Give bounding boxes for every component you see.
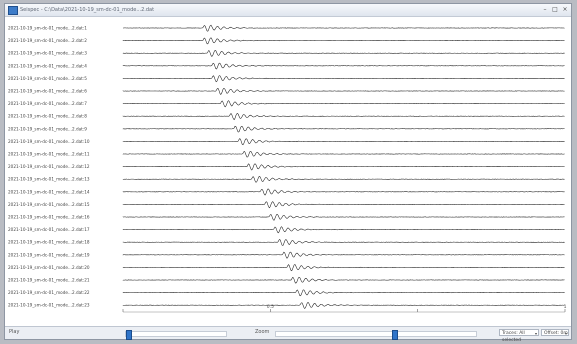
scroll-track[interactable] bbox=[125, 330, 227, 340]
trace-row[interactable]: 2021-10-19_sm-dc-01_mode...2.dat:12 bbox=[8, 163, 565, 171]
zoom-track[interactable] bbox=[275, 330, 477, 340]
app-window: Seispec - C:\Data\2021-10-19_sm-dc-01_mo… bbox=[4, 3, 572, 343]
minimize-button[interactable]: – bbox=[543, 6, 547, 13]
axis-tick-label: 0.5 bbox=[267, 304, 274, 310]
window-title: Seispec - C:\Data\2021-10-19_sm-dc-01_mo… bbox=[20, 7, 155, 13]
trace-waveform bbox=[122, 289, 565, 297]
trace-label: 2021-10-19_sm-dc-01_mode...2.dat:22 bbox=[8, 290, 90, 295]
trace-row[interactable]: 2021-10-19_sm-dc-01_mode...2.dat:15 bbox=[8, 201, 565, 209]
app-icon bbox=[8, 6, 18, 15]
scroll-thumb[interactable] bbox=[126, 330, 132, 340]
trace-row[interactable]: 2021-10-19_sm-dc-01_mode...2.dat:18 bbox=[8, 239, 565, 246]
trace-row[interactable]: 2021-10-19_sm-dc-01_mode...2.dat:4 bbox=[8, 62, 565, 70]
trace-waveform bbox=[122, 251, 565, 259]
trace-row[interactable]: 2021-10-19_sm-dc-01_mode...2.dat:17 bbox=[8, 226, 565, 234]
trace-label: 2021-10-19_sm-dc-01_mode...2.dat:7 bbox=[8, 101, 87, 106]
trace-waveform bbox=[122, 50, 565, 57]
status-left-text: Play bbox=[9, 329, 20, 335]
trace-label: 2021-10-19_sm-dc-01_mode...2.dat:18 bbox=[8, 240, 90, 245]
trace-waveform bbox=[122, 188, 565, 196]
chevron-down-icon: ▾ bbox=[534, 331, 537, 336]
maximize-button[interactable]: □ bbox=[552, 6, 558, 13]
trace-label: 2021-10-19_sm-dc-01_mode...2.dat:14 bbox=[8, 189, 90, 194]
seismic-trace-panel[interactable]: 2021-10-19_sm-dc-01_mode...2.dat:1 2021-1… bbox=[5, 16, 571, 316]
trace-waveform bbox=[122, 138, 565, 146]
traces-combo-value: Traces: All selected bbox=[502, 331, 525, 343]
trace-row[interactable]: 2021-10-19_sm-dc-01_mode...2.dat:20 bbox=[8, 264, 565, 272]
trace-waveform bbox=[122, 100, 565, 108]
zoom-label: Zoom bbox=[255, 329, 270, 335]
trace-label: 2021-10-19_sm-dc-01_mode...2.dat:15 bbox=[8, 202, 90, 207]
trace-label: 2021-10-19_sm-dc-01_mode...2.dat:3 bbox=[8, 51, 87, 56]
trace-label: 2021-10-19_sm-dc-01_mode...2.dat:9 bbox=[8, 126, 87, 131]
trace-waveform bbox=[122, 213, 565, 221]
trace-waveform bbox=[122, 239, 565, 246]
trace-waveform bbox=[122, 112, 565, 121]
trace-row[interactable]: 2021-10-19_sm-dc-01_mode...2.dat:22 bbox=[8, 289, 565, 297]
trace-label: 2021-10-19_sm-dc-01_mode...2.dat:1 bbox=[8, 26, 87, 31]
trace-row[interactable]: 2021-10-19_sm-dc-01_mode...2.dat:16 bbox=[8, 213, 565, 221]
trace-row[interactable]: 2021-10-19_sm-dc-01_mode...2.dat:10 bbox=[8, 138, 565, 146]
status-bar: Play Zoom Traces: All selected ▾ Offset: … bbox=[5, 326, 571, 343]
chevron-down-icon: ▾ bbox=[564, 331, 567, 336]
trace-row[interactable]: 2021-10-19_sm-dc-01_mode...2.dat:7 bbox=[8, 100, 565, 108]
trace-row[interactable]: 2021-10-19_sm-dc-01_mode...2.dat:14 bbox=[8, 188, 565, 196]
trace-label: 2021-10-19_sm-dc-01_mode...2.dat:6 bbox=[8, 89, 87, 94]
offset-combo-value: Offset: 0m bbox=[544, 331, 568, 336]
trace-row[interactable]: 2021-10-19_sm-dc-01_mode...2.dat:6 bbox=[8, 88, 565, 95]
trace-waveform bbox=[122, 37, 565, 45]
trace-row[interactable]: 2021-10-19_sm-dc-01_mode...2.dat:9 bbox=[8, 125, 565, 133]
trace-waveform bbox=[122, 176, 565, 183]
trace-label: 2021-10-19_sm-dc-01_mode...2.dat:2 bbox=[8, 38, 87, 43]
trace-label: 2021-10-19_sm-dc-01_mode...2.dat:8 bbox=[8, 114, 87, 119]
trace-label: 2021-10-19_sm-dc-01_mode...2.dat:17 bbox=[8, 227, 90, 232]
trace-row[interactable]: 2021-10-19_sm-dc-01_mode...2.dat:23 bbox=[8, 302, 565, 309]
trace-row[interactable]: 2021-10-19_sm-dc-01_mode...2.dat:21 bbox=[8, 276, 565, 284]
close-button[interactable]: × bbox=[562, 6, 568, 13]
trace-label: 2021-10-19_sm-dc-01_mode...2.dat:19 bbox=[8, 252, 90, 257]
trace-label: 2021-10-19_sm-dc-01_mode...2.dat:5 bbox=[8, 76, 87, 81]
trace-label: 2021-10-19_sm-dc-01_mode...2.dat:13 bbox=[8, 177, 90, 182]
trace-row[interactable]: 2021-10-19_sm-dc-01_mode...2.dat:19 bbox=[8, 251, 565, 259]
zoom-thumb[interactable] bbox=[392, 330, 399, 340]
trace-waveform bbox=[122, 62, 565, 70]
trace-label: 2021-10-19_sm-dc-01_mode...2.dat:16 bbox=[8, 215, 90, 220]
trace-label: 2021-10-19_sm-dc-01_mode...2.dat:10 bbox=[8, 139, 90, 144]
trace-waveform bbox=[122, 150, 565, 158]
trace-waveform bbox=[122, 24, 565, 32]
trace-row[interactable]: 2021-10-19_sm-dc-01_mode...2.dat:1 bbox=[8, 24, 565, 32]
trace-row[interactable]: 2021-10-19_sm-dc-01_mode...2.dat:13 bbox=[8, 176, 565, 183]
axis-tick-label: 1 bbox=[564, 304, 567, 310]
trace-label: 2021-10-19_sm-dc-01_mode...2.dat:4 bbox=[8, 63, 87, 68]
trace-row[interactable]: 2021-10-19_sm-dc-01_mode...2.dat:8 bbox=[8, 112, 565, 121]
trace-label: 2021-10-19_sm-dc-01_mode...2.dat:12 bbox=[8, 164, 90, 169]
trace-label: 2021-10-19_sm-dc-01_mode...2.dat:23 bbox=[8, 303, 90, 308]
trace-row[interactable]: 2021-10-19_sm-dc-01_mode...2.dat:3 bbox=[8, 50, 565, 57]
trace-waveform bbox=[122, 302, 565, 309]
trace-waveform bbox=[122, 226, 565, 234]
trace-waveform bbox=[122, 163, 565, 171]
trace-label: 2021-10-19_sm-dc-01_mode...2.dat:11 bbox=[8, 152, 90, 157]
trace-row[interactable]: 2021-10-19_sm-dc-01_mode...2.dat:2 bbox=[8, 37, 565, 45]
trace-row[interactable]: 2021-10-19_sm-dc-01_mode...2.dat:5 bbox=[8, 75, 565, 83]
trace-row[interactable]: 2021-10-19_sm-dc-01_mode...2.dat:11 bbox=[8, 150, 565, 158]
trace-waveform bbox=[122, 75, 565, 83]
trace-waveform bbox=[122, 125, 565, 133]
title-bar: Seispec - C:\Data\2021-10-19_sm-dc-01_mo… bbox=[5, 4, 571, 17]
trace-waveform bbox=[122, 88, 565, 95]
trace-waveform bbox=[122, 201, 565, 209]
traces-combo[interactable]: Traces: All selected ▾ bbox=[499, 329, 539, 343]
trace-label: 2021-10-19_sm-dc-01_mode...2.dat:20 bbox=[8, 265, 90, 270]
trace-label: 2021-10-19_sm-dc-01_mode...2.dat:21 bbox=[8, 278, 90, 283]
trace-waveform bbox=[122, 276, 565, 284]
offset-combo[interactable]: Offset: 0m ▾ bbox=[541, 329, 569, 336]
trace-waveform bbox=[122, 264, 565, 272]
